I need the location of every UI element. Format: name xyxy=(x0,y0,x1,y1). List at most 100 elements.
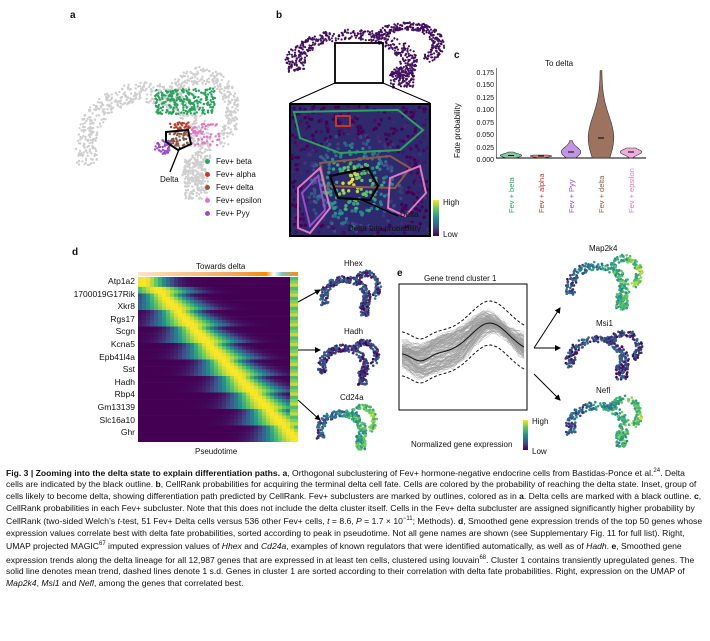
heatmap-cell xyxy=(270,418,275,423)
cell-dot xyxy=(291,60,294,63)
heatmap-cell xyxy=(162,372,167,377)
cell-dot xyxy=(300,42,303,45)
cell-dot xyxy=(204,88,207,92)
heatmap-cell xyxy=(146,385,151,390)
heatmap-cell xyxy=(222,369,227,373)
heatmap-cell xyxy=(202,425,207,430)
heatmap-cell xyxy=(190,283,195,288)
heatmap-cell xyxy=(266,303,271,307)
cell-dot xyxy=(86,154,89,157)
heatmap-cell xyxy=(150,409,155,413)
cell-dot xyxy=(186,75,190,78)
heatmap-cell xyxy=(262,343,267,347)
heatmap-cell xyxy=(266,399,271,403)
heatmap-cell xyxy=(266,362,271,367)
cell-dot xyxy=(226,82,229,85)
heatmap-cell xyxy=(234,385,239,390)
cell-dot xyxy=(202,103,205,106)
cell-dot xyxy=(139,96,142,99)
heatmap-cell xyxy=(206,313,211,317)
cell-dot xyxy=(198,65,201,69)
heatmap-cell xyxy=(230,343,235,347)
cell-dot xyxy=(396,48,399,51)
heatmap-cell xyxy=(230,336,235,340)
cell-dot xyxy=(208,156,211,159)
heatmap-cell xyxy=(230,428,235,433)
heatmap-cell xyxy=(154,329,159,334)
heatmap-cell xyxy=(178,412,183,416)
heatmap-cell xyxy=(214,362,219,367)
cell-dot xyxy=(226,132,229,135)
cell-dot xyxy=(92,161,95,165)
heatmap-cell xyxy=(210,303,215,307)
cell-dot xyxy=(396,38,399,41)
cell-dot xyxy=(359,229,364,233)
heatmap-cell xyxy=(166,333,171,337)
heatmap-cell xyxy=(222,323,227,327)
heatmap-cell xyxy=(186,356,191,360)
heatmap-cell xyxy=(194,415,199,420)
heatmap-cell xyxy=(194,346,199,350)
cell-dot xyxy=(167,146,171,149)
heatmap-cell xyxy=(242,300,247,304)
heatmap-cell xyxy=(170,402,175,406)
cell-dot xyxy=(182,108,185,112)
cell-dot xyxy=(391,110,395,115)
cell-dot xyxy=(77,159,81,163)
cell-dot xyxy=(222,145,225,148)
heatmap-cell xyxy=(202,303,207,307)
heatmap-cell xyxy=(282,290,287,294)
heatmap-cell xyxy=(242,319,247,324)
heatmap-cell xyxy=(190,372,195,377)
cell-dot xyxy=(131,100,135,103)
cell-dot xyxy=(386,142,390,146)
cell-dot xyxy=(360,34,363,37)
cell-dot xyxy=(158,83,162,86)
heatmap-cell xyxy=(258,303,263,307)
heatmap-cell xyxy=(138,339,143,344)
cell-dot xyxy=(287,65,291,68)
heatmap-cell xyxy=(250,326,255,331)
legend-item: Fev+ epsilon xyxy=(205,194,262,207)
cell-dot xyxy=(134,87,137,90)
heatmap-cell xyxy=(178,362,183,367)
cell-dot xyxy=(361,146,365,151)
cell-dot xyxy=(165,105,169,109)
heatmap-cell xyxy=(294,290,298,294)
heatmap-cell xyxy=(258,415,263,420)
heatmap-cell xyxy=(274,286,279,291)
heatmap-cell xyxy=(162,399,167,403)
heatmap-cell xyxy=(142,409,147,413)
heatmap-cell xyxy=(170,409,175,413)
heatmap-cell xyxy=(222,310,227,314)
cell-dot xyxy=(189,132,193,136)
heatmap-cell xyxy=(178,379,183,383)
cell-dot xyxy=(328,38,331,41)
cell-dot xyxy=(400,54,403,58)
cell-dot xyxy=(417,105,422,110)
heatmap-cell xyxy=(278,415,283,420)
cell-dot xyxy=(205,177,208,180)
heatmap-cell xyxy=(146,425,151,430)
cell-dot xyxy=(388,47,391,50)
heatmap-cell xyxy=(234,293,239,298)
heatmap-cell xyxy=(290,323,295,327)
cell-dot xyxy=(97,114,101,117)
cell-dot xyxy=(161,96,164,99)
heatmap-cell xyxy=(290,333,295,337)
heatmap-cell xyxy=(242,385,247,390)
cell-dot xyxy=(344,36,347,39)
heatmap-cell xyxy=(238,280,243,284)
heatmap-cell xyxy=(214,349,219,354)
cell-dot xyxy=(164,100,167,103)
heatmap-cell xyxy=(266,352,271,357)
heatmap-cell xyxy=(174,405,179,410)
heatmap-cell xyxy=(218,283,223,288)
heatmap-cell xyxy=(154,300,159,304)
heatmap-cell xyxy=(214,339,219,344)
heatmap-cell xyxy=(190,313,195,317)
heatmap-cell xyxy=(258,395,263,400)
heatmap-cell xyxy=(146,286,151,291)
heatmap-cell xyxy=(194,425,199,430)
heatmap-cell xyxy=(214,382,219,387)
